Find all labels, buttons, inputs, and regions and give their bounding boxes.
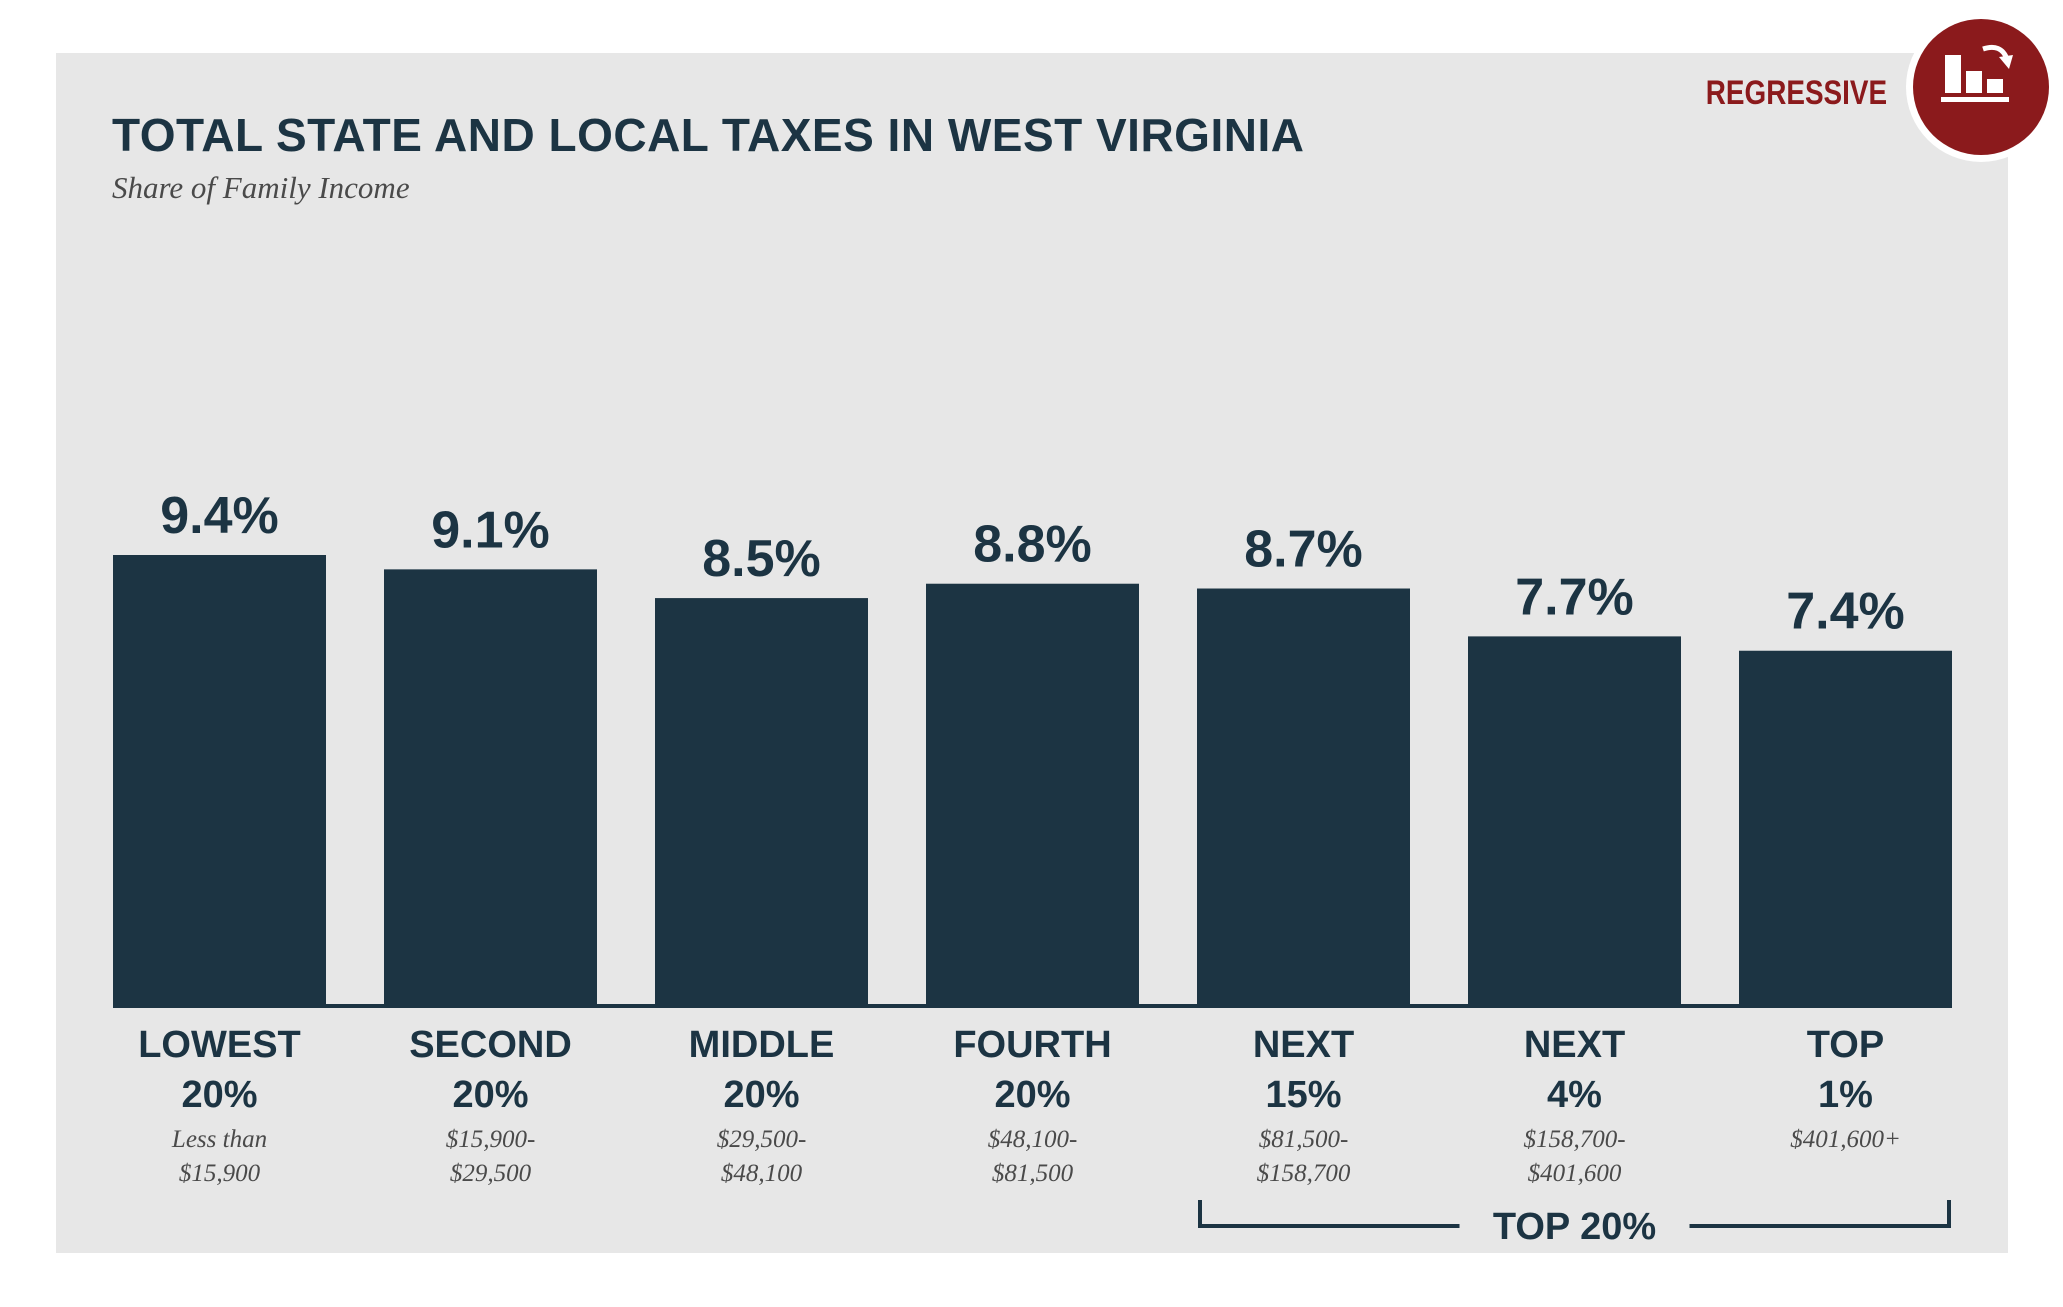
category-share-label: 15% (1265, 1074, 1341, 1116)
category-label: FOURTH (953, 1024, 1111, 1066)
value-label: 8.8% (973, 516, 1092, 574)
bar (1739, 650, 1952, 1005)
category-share-label: 20% (452, 1074, 528, 1116)
bar (384, 569, 597, 1005)
income-range-label: $401,600 (1528, 1160, 1622, 1187)
bar (1468, 636, 1681, 1005)
category-share-label: 4% (1547, 1074, 1602, 1116)
category-share-label: 1% (1818, 1074, 1873, 1116)
income-range-label: $158,700- (1523, 1126, 1625, 1153)
regressive-badge-label: REGRESSIVE (1705, 74, 1887, 112)
value-label: 7.7% (1515, 568, 1634, 626)
income-range-label: $81,500- (1259, 1126, 1349, 1153)
category-label: NEXT (1253, 1024, 1354, 1066)
category-share-label: 20% (181, 1074, 257, 1116)
income-range-label: $15,900 (179, 1160, 261, 1187)
regressive-badge (1906, 12, 2056, 162)
category-share-label: 20% (723, 1074, 799, 1116)
income-range-label: $29,500 (450, 1160, 532, 1187)
income-range-label: Less than (171, 1126, 267, 1153)
bar (113, 555, 326, 1005)
income-range-label: $158,700 (1257, 1160, 1351, 1187)
top-group-label: TOP 20% (1493, 1206, 1656, 1248)
chart-title: TOTAL STATE AND LOCAL TAXES IN WEST VIRG… (112, 109, 1305, 161)
income-range-label: $15,900- (446, 1126, 536, 1153)
income-range-label: $401,600+ (1790, 1126, 1901, 1153)
value-label: 9.4% (160, 487, 279, 545)
income-range-label: $29,500- (717, 1126, 807, 1153)
category-label: SECOND (409, 1024, 572, 1066)
bar (655, 598, 868, 1005)
category-share-label: 20% (994, 1074, 1070, 1116)
category-label: NEXT (1524, 1024, 1625, 1066)
bar (1197, 588, 1410, 1005)
category-label: LOWEST (138, 1024, 301, 1066)
chart-subtitle: Share of Family Income (112, 170, 410, 205)
income-range-label: $48,100- (988, 1126, 1078, 1153)
top-group-bracket-left (1198, 1200, 1460, 1228)
income-range-label: $48,100 (721, 1160, 803, 1187)
value-label: 8.7% (1244, 521, 1363, 579)
value-label: 8.5% (702, 530, 821, 588)
bar (926, 583, 1139, 1005)
regressive-bar-chart-icon (1941, 44, 2013, 102)
category-label: MIDDLE (689, 1024, 835, 1066)
value-label: 7.4% (1786, 583, 1905, 641)
category-label: TOP (1807, 1024, 1884, 1066)
top-group-bracket-right (1689, 1200, 1951, 1228)
value-label: 9.1% (431, 501, 550, 559)
income-range-label: $81,500 (992, 1160, 1074, 1187)
